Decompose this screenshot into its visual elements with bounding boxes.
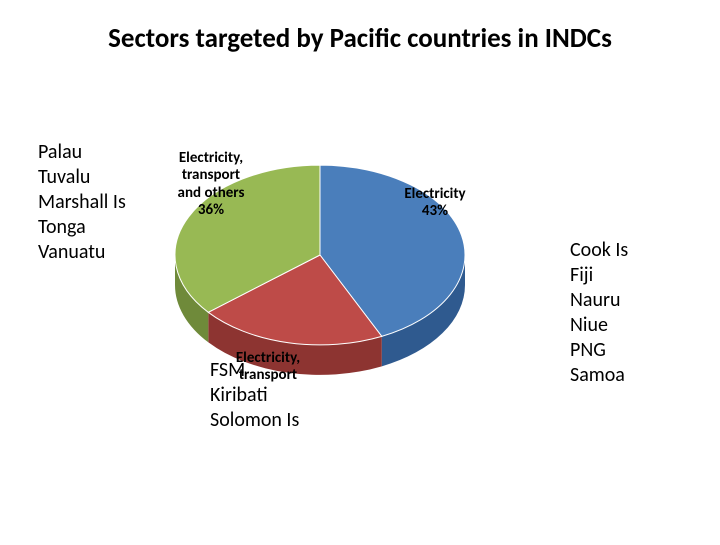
country-list-right: Cook Is Fiji Nauru Niue PNG Samoa	[570, 238, 628, 388]
country-list-left: Palau Tuvalu Marshall Is Tonga Vanuatu	[38, 140, 126, 265]
slice-label-electricity-transport-others: Electricity, transport and others 36%	[156, 150, 266, 219]
slice-label-electricity: Electricity 43%	[380, 186, 490, 221]
country-list-bottom: FSM Kiribati Solomon Is	[210, 358, 299, 433]
